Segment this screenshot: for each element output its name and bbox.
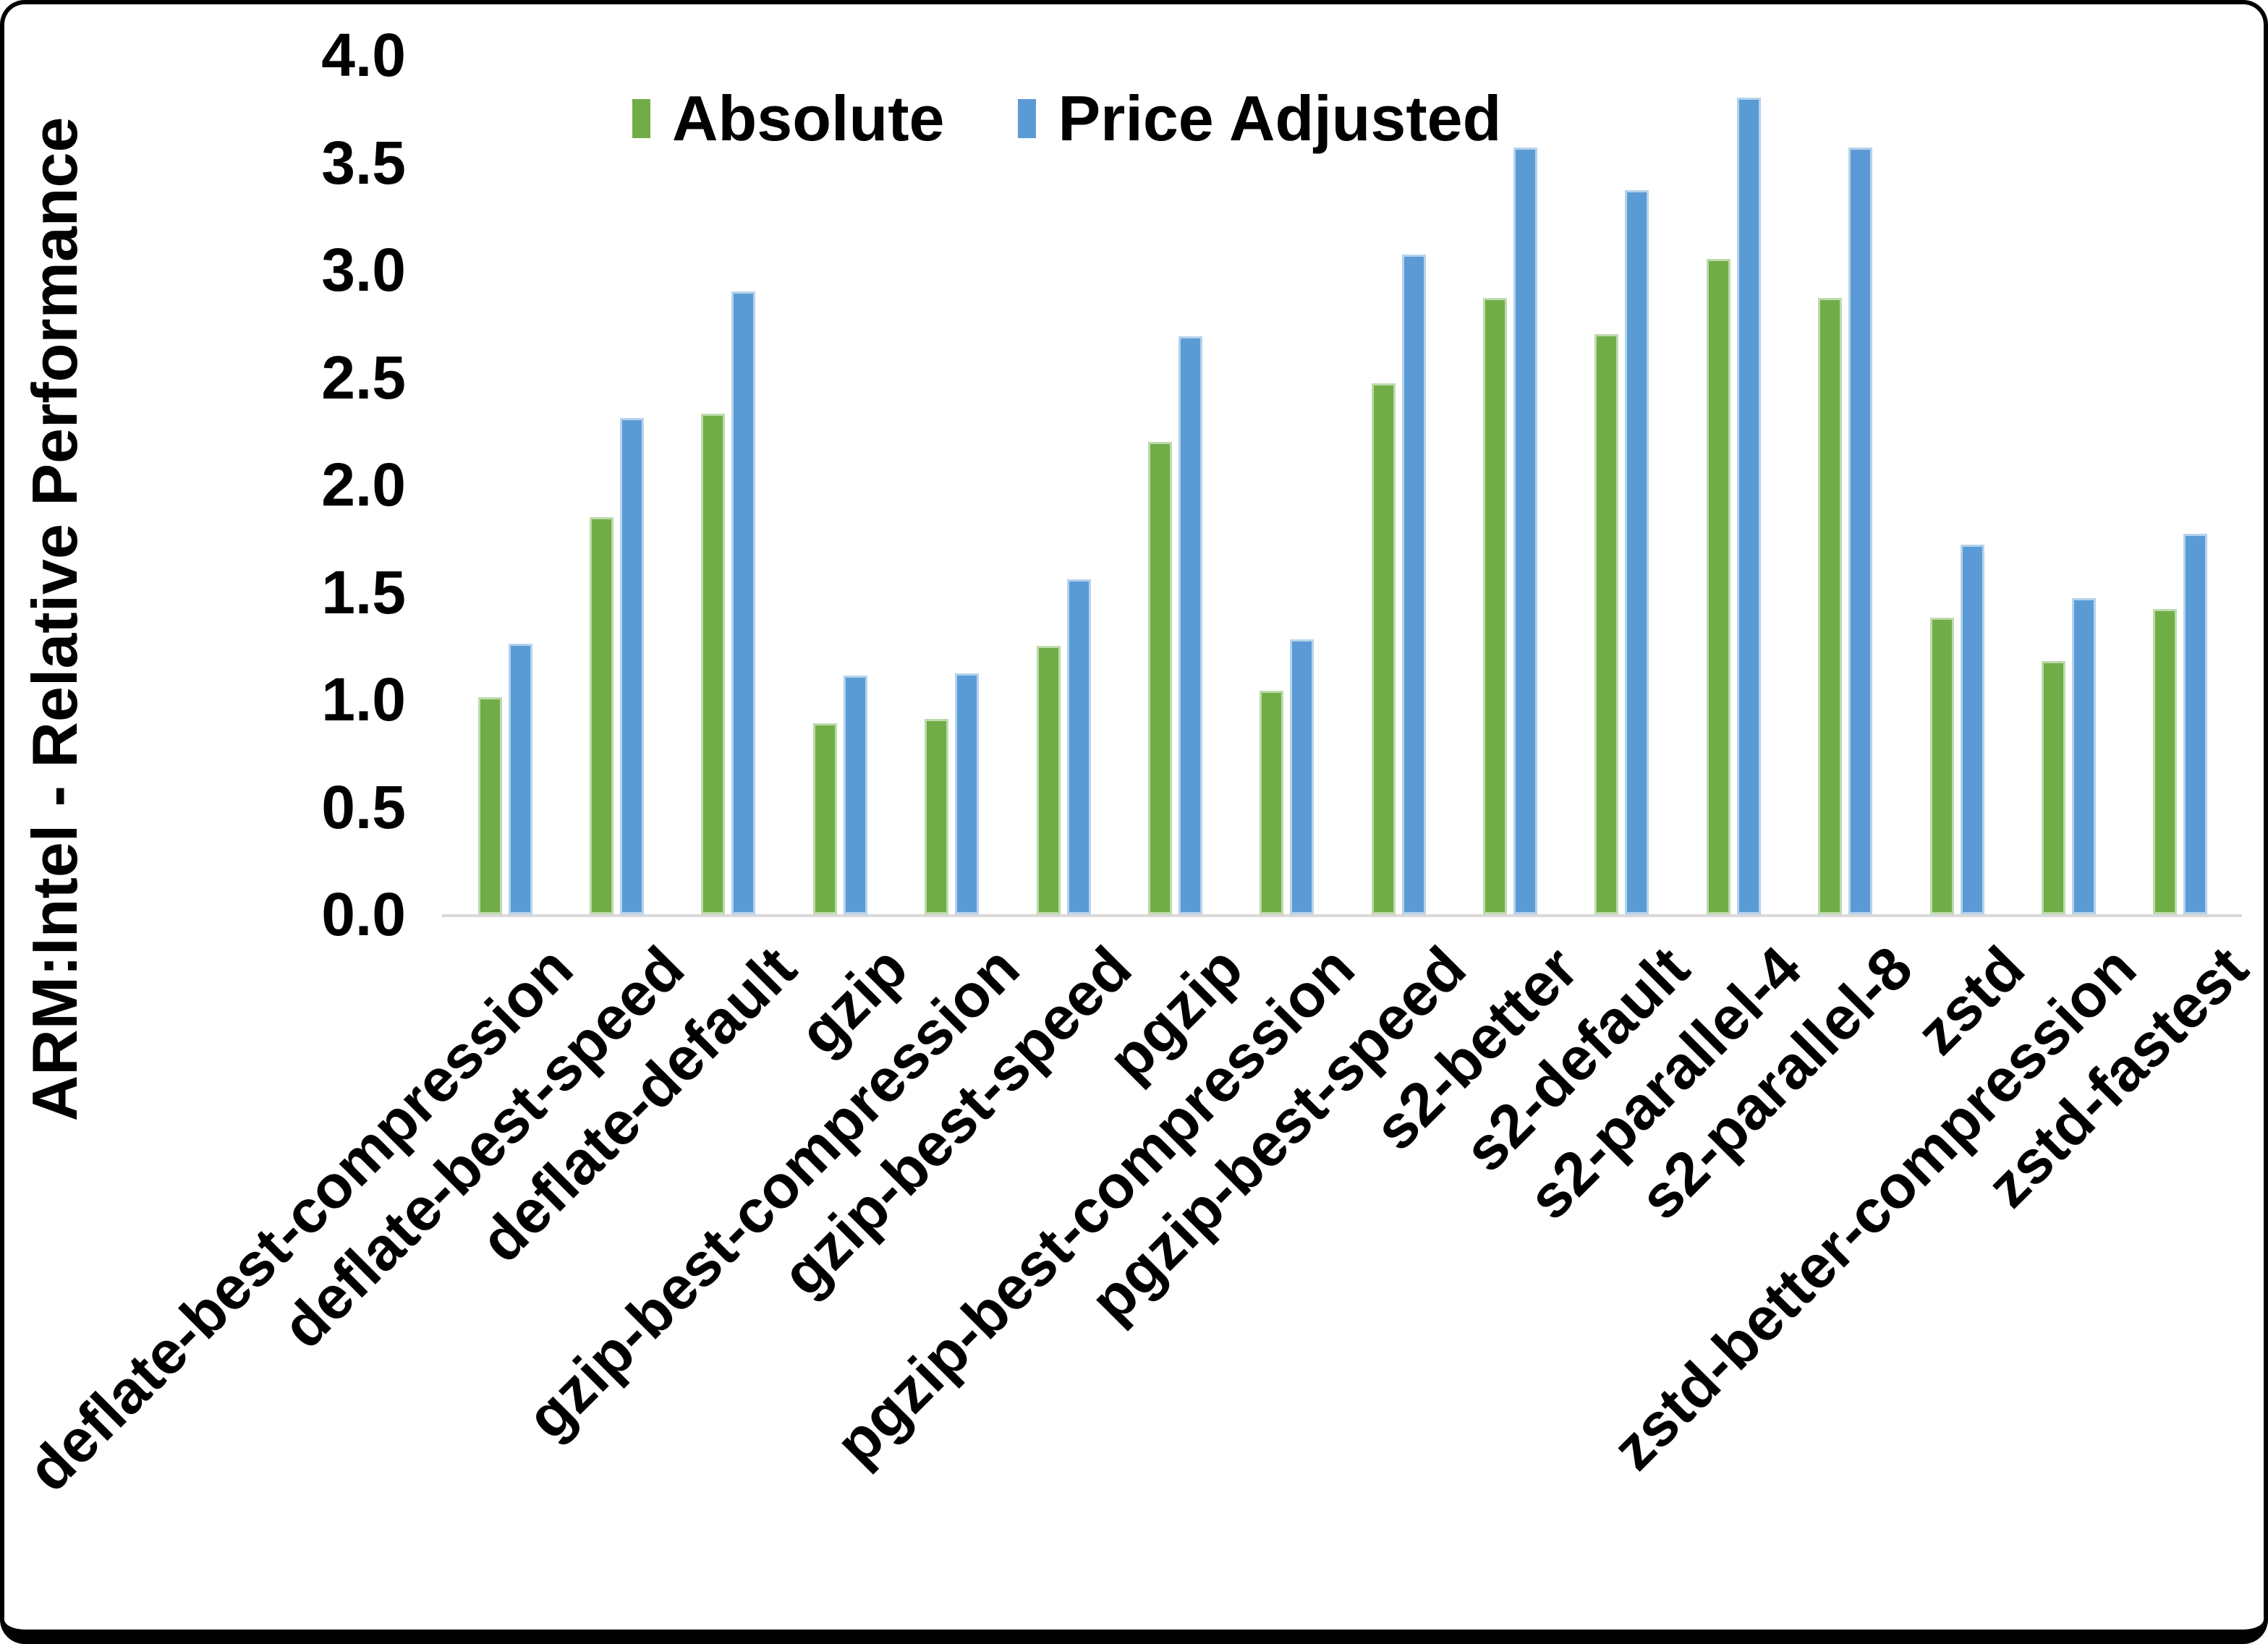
bar-absolute-gzip <box>812 723 837 914</box>
y-tick-label: 2.5 <box>321 343 406 412</box>
bar-absolute-s2-better <box>1483 297 1508 914</box>
bar-price-adjusted-pgzip-best-speed <box>1401 255 1426 914</box>
bar-price-adjusted-deflate-default <box>731 291 756 914</box>
legend-item-absolute: Absolute <box>632 78 944 159</box>
y-tick-label: 3.0 <box>321 236 406 304</box>
bar-price-adjusted-pgzip <box>1178 336 1202 914</box>
legend-swatch-absolute <box>632 99 650 138</box>
y-tick-label: 1.5 <box>321 558 406 626</box>
bar-absolute-zstd-better-compression <box>2041 660 2065 914</box>
bar-price-adjusted-s2-parallel-4 <box>1736 98 1761 914</box>
bar-absolute-pgzip-best-compression <box>1260 691 1284 914</box>
bar-absolute-gzip-best-compression <box>925 718 949 914</box>
bar-price-adjusted-s2-parallel-8 <box>1848 147 1873 914</box>
y-tick-label: 0.5 <box>321 772 406 841</box>
y-tick-label: 4.0 <box>321 21 406 89</box>
bar-price-adjusted-gzip <box>843 676 867 914</box>
legend-item-price-adjusted: Price Adjusted <box>1018 78 1501 159</box>
y-tick-label: 2.0 <box>321 451 406 519</box>
bar-price-adjusted-s2-better <box>1513 147 1538 914</box>
bar-absolute-s2-default <box>1594 334 1619 914</box>
y-tick-label: 3.5 <box>321 128 406 197</box>
y-tick-label: 1.0 <box>321 665 406 733</box>
bar-absolute-zstd-fastest <box>2153 609 2178 914</box>
bar-absolute-pgzip <box>1147 441 1172 914</box>
bar-price-adjusted-zstd <box>1960 545 1984 914</box>
legend-label-price-adjusted: Price Adjusted <box>1058 82 1502 154</box>
bar-price-adjusted-deflate-best-speed <box>620 417 645 914</box>
bar-absolute-deflate-best-speed <box>590 516 614 914</box>
legend-swatch-price-adjusted <box>1018 99 1037 138</box>
plot-area: 4.0 3.5 3.0 2.5 2.0 1.5 1.0 0.5 0.0 deflate-best-… <box>4 4 2264 1630</box>
bar-price-adjusted-gzip-best-speed <box>1066 579 1091 914</box>
bar-absolute-pgzip-best-speed <box>1371 383 1396 914</box>
bar-absolute-s2-parallel-8 <box>1818 297 1843 914</box>
x-axis-line <box>442 914 2242 917</box>
bar-price-adjusted-gzip-best-compression <box>955 673 980 914</box>
bar-absolute-deflate-best-compression <box>477 697 502 914</box>
bar-price-adjusted-zstd-better-compression <box>2071 598 2096 914</box>
bar-absolute-s2-parallel-4 <box>1706 259 1730 914</box>
y-tick-label: 0.0 <box>321 880 406 948</box>
legend-label-absolute: Absolute <box>672 82 945 154</box>
bar-price-adjusted-s2-default <box>1625 190 1649 914</box>
bar-absolute-zstd <box>1929 618 1954 914</box>
bar-price-adjusted-zstd-fastest <box>2183 534 2208 914</box>
bar-absolute-deflate-default <box>701 413 726 914</box>
bar-price-adjusted-pgzip-best-compression <box>1290 639 1314 914</box>
bar-absolute-gzip-best-speed <box>1036 645 1061 914</box>
bar-price-adjusted-deflate-best-compression <box>508 643 532 914</box>
legend: Absolute Price Adjusted <box>632 78 1501 159</box>
